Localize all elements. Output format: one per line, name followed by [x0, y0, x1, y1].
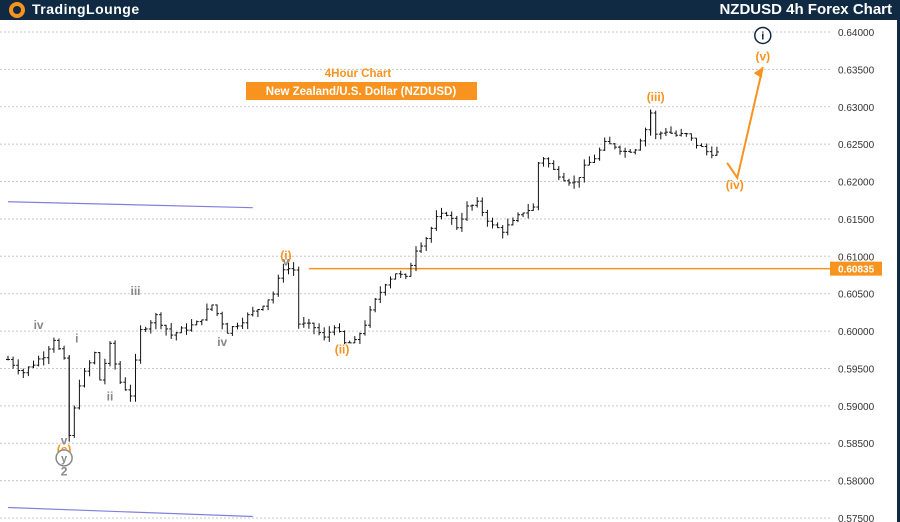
brand-logo: TradingLounge: [32, 1, 140, 17]
y-tick-label: 0.58500: [838, 439, 875, 450]
wave-label: iii: [130, 284, 140, 298]
y-tick-label: 0.57500: [838, 514, 875, 522]
price-chart[interactable]: 0.64000 0.63500 0.63000 0.62500 0.62000 0.615…: [0, 20, 900, 522]
y-tick-label: 0.59000: [838, 402, 875, 413]
y-tick-label: 0.63000: [838, 103, 875, 114]
y-tick-label: 0.62000: [838, 178, 875, 189]
wave-label: v: [283, 254, 290, 268]
right-border: [897, 20, 900, 522]
wave-label: 2: [61, 464, 68, 478]
chart-header-title: NZDUSD 4h Forex Chart: [719, 1, 892, 18]
y-tick-label: 0.63500: [838, 65, 875, 76]
wave-label: ii: [107, 390, 114, 404]
wave-label: v: [61, 434, 68, 448]
y-tick-label: 0.64000: [838, 28, 875, 39]
channel-line-upper: [7, 201, 253, 209]
chart-subtitle-bg: [246, 82, 477, 100]
wave-label: i: [75, 331, 78, 345]
y-tick-label: 0.59500: [838, 364, 875, 375]
wave-label: (ii): [335, 343, 350, 357]
wave-label: (iii): [647, 90, 665, 104]
chart-subtitle: New Zealand/U.S. Dollar (NZDUSD): [266, 86, 457, 98]
wave-label-circle: [754, 26, 772, 45]
y-tick-label: 0.58000: [838, 477, 875, 488]
channel-line-lower: [7, 506, 253, 518]
projection-path: [726, 66, 764, 181]
chart-title: 4Hour Chart: [325, 68, 392, 80]
brand-name: TradingLounge: [32, 1, 140, 17]
projection-arrowhead: [753, 67, 763, 79]
wave-label: iv: [34, 318, 44, 332]
wave-label: (v): [755, 49, 770, 63]
y-tick-label: 0.61500: [838, 215, 875, 226]
wave-label: iv: [217, 335, 227, 349]
y-tick-label: 0.60500: [838, 290, 875, 301]
y-tick-label: 0.60000: [838, 327, 875, 338]
header-bar: TradingLounge NZDUSD 4h Forex Chart: [0, 0, 900, 20]
wave-label: i: [761, 30, 764, 42]
wave-label: (iv): [726, 178, 744, 192]
wave-label: y: [61, 453, 68, 465]
price-level-label: 0.60835: [838, 265, 875, 276]
price-level-tag: [830, 261, 882, 276]
y-tick-label: 0.62500: [838, 140, 875, 151]
y-tick-label: 0.61000: [838, 252, 875, 263]
wave-label-circle: [55, 449, 73, 467]
wave-label: (i): [280, 248, 291, 262]
logo-icon: [9, 2, 25, 18]
